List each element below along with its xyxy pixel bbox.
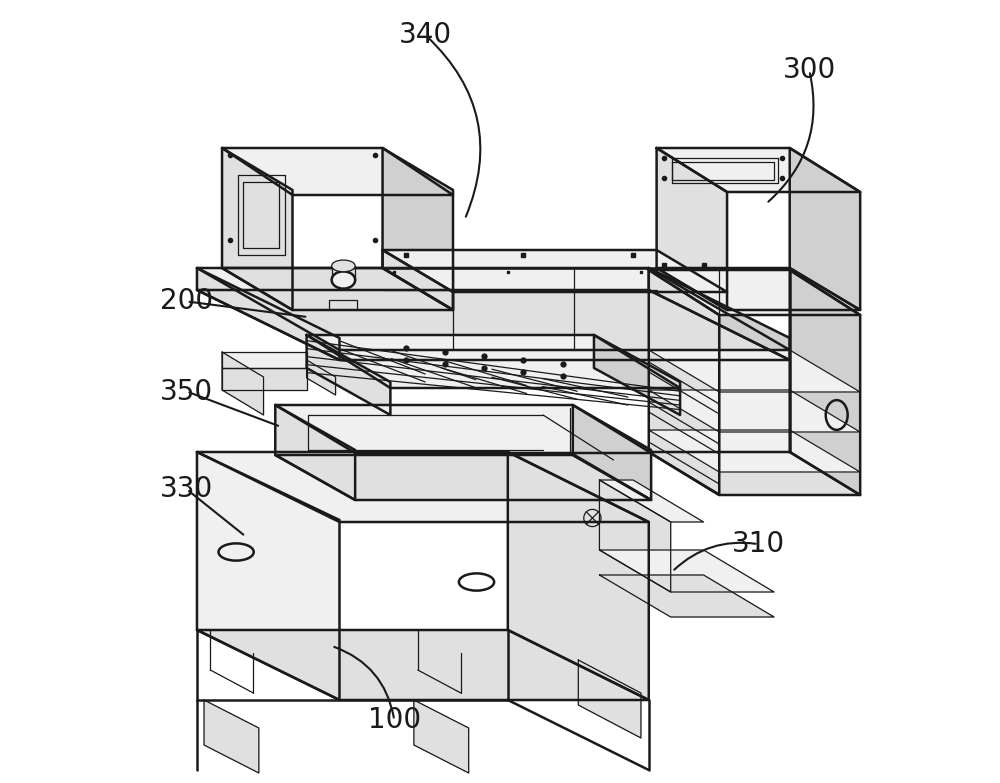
Polygon shape	[657, 148, 860, 192]
Polygon shape	[508, 452, 649, 700]
Polygon shape	[383, 148, 453, 310]
Polygon shape	[383, 250, 453, 310]
Text: 200: 200	[160, 287, 213, 316]
Polygon shape	[649, 362, 719, 414]
Polygon shape	[222, 352, 307, 368]
Polygon shape	[204, 700, 259, 773]
Polygon shape	[222, 148, 293, 310]
Ellipse shape	[332, 272, 355, 289]
Polygon shape	[649, 268, 790, 360]
Polygon shape	[649, 442, 719, 494]
Text: 340: 340	[399, 21, 452, 49]
Text: 310: 310	[732, 530, 785, 558]
Polygon shape	[275, 455, 651, 500]
Polygon shape	[307, 335, 390, 415]
Polygon shape	[649, 390, 860, 432]
Polygon shape	[222, 148, 453, 195]
Text: 100: 100	[368, 706, 421, 734]
Polygon shape	[275, 405, 651, 453]
Polygon shape	[594, 335, 680, 415]
Polygon shape	[790, 270, 860, 495]
Polygon shape	[790, 148, 860, 310]
Polygon shape	[599, 575, 774, 617]
Polygon shape	[197, 452, 649, 522]
Polygon shape	[649, 430, 860, 472]
Polygon shape	[578, 660, 641, 738]
Polygon shape	[383, 250, 727, 292]
Polygon shape	[197, 630, 649, 700]
Polygon shape	[197, 290, 790, 360]
Polygon shape	[275, 405, 355, 500]
Polygon shape	[222, 268, 453, 310]
Polygon shape	[649, 270, 860, 315]
Polygon shape	[307, 360, 336, 395]
Polygon shape	[649, 452, 860, 495]
Polygon shape	[573, 405, 651, 500]
Polygon shape	[657, 148, 727, 310]
Polygon shape	[222, 368, 307, 390]
Polygon shape	[197, 268, 339, 360]
Polygon shape	[197, 452, 339, 700]
Polygon shape	[307, 335, 680, 388]
Polygon shape	[649, 350, 860, 392]
Polygon shape	[222, 352, 264, 415]
Polygon shape	[657, 268, 860, 310]
Polygon shape	[649, 402, 719, 454]
Ellipse shape	[332, 260, 355, 272]
Polygon shape	[599, 480, 671, 592]
Text: 350: 350	[160, 377, 213, 406]
Polygon shape	[599, 480, 704, 522]
Text: 300: 300	[783, 56, 836, 85]
Polygon shape	[197, 268, 790, 350]
Polygon shape	[649, 270, 719, 495]
Polygon shape	[414, 700, 469, 773]
Polygon shape	[599, 550, 774, 592]
Text: 330: 330	[160, 475, 213, 503]
